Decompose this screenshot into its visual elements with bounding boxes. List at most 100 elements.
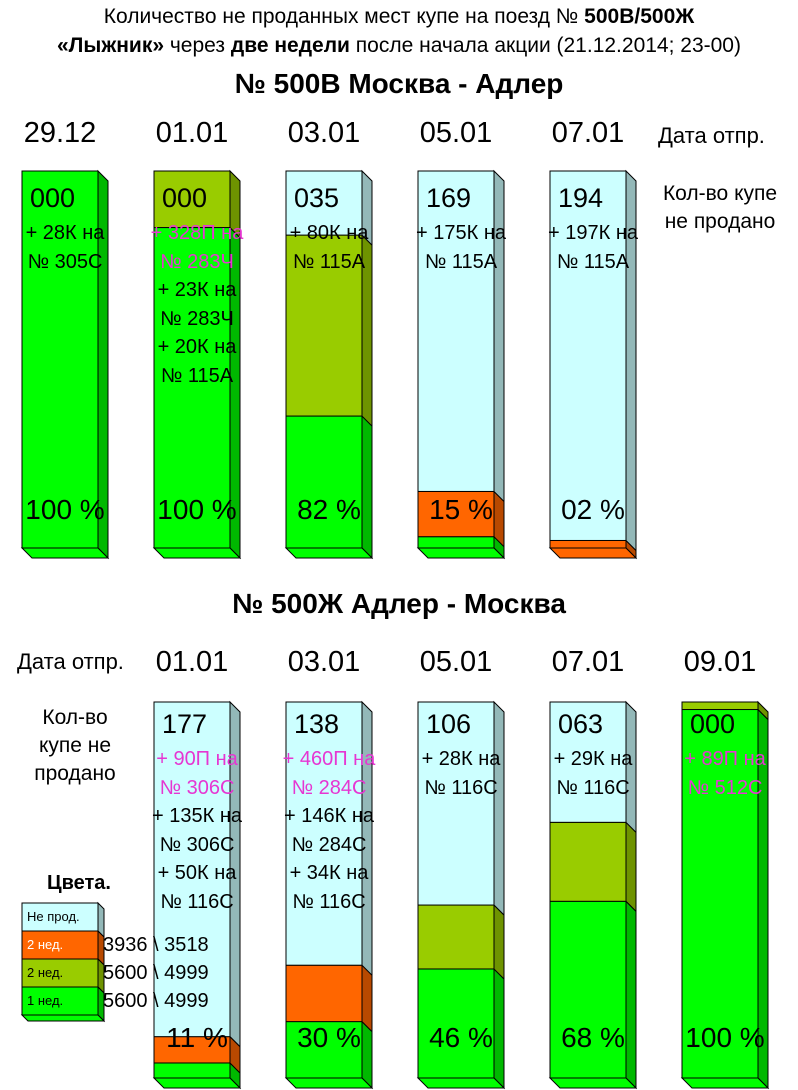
percent-label: 15 % (429, 494, 493, 525)
bar-segment-two-weeks (549, 539, 627, 549)
bar-segment-two-weeks-side (625, 821, 637, 913)
bar-note: + 135К на (152, 805, 242, 827)
date-label: 29.12 (23, 117, 97, 149)
percent-label: 100 % (157, 494, 237, 525)
bar-segment-two-weeks (153, 170, 231, 229)
bar-note: + 197К на (548, 222, 638, 244)
percent-label: 100 % (25, 494, 105, 525)
bar-segment-not-sold (285, 701, 363, 966)
period-text: две недели (230, 34, 350, 57)
bar-bottom-face (152, 547, 242, 559)
bar-bottom-face (416, 1077, 506, 1089)
bar-segment-two-weeks (417, 490, 495, 538)
bar-note: + 175К на (416, 222, 506, 244)
chart-title-line1: Количество не проданных мест купе на пое… (0, 3, 798, 31)
bar-segment-one-week (417, 968, 495, 1079)
unsold-count: 138 (294, 709, 340, 739)
bar-segment-one-week (417, 536, 495, 549)
percent-label: 68 % (561, 1022, 625, 1053)
percent-label: 30 % (297, 1022, 361, 1053)
date-label: 05.01 (419, 117, 493, 149)
bar-note: № 283Ч (160, 250, 234, 273)
bar-note: № 306С (159, 776, 235, 799)
bar-note: № 116С (556, 776, 630, 799)
bar-note: + 89П на (684, 748, 766, 770)
bar-segment-not-sold (285, 170, 363, 236)
bar-segment-one-week (153, 1062, 231, 1079)
bar-segment-one-week (285, 415, 363, 549)
bar-note: + 34К на (289, 862, 369, 884)
bar-note: № 284С (291, 833, 367, 856)
date-label: 03.01 (287, 646, 361, 678)
bar-segment-not-sold-side (493, 700, 505, 917)
unsold-count: 000 (162, 183, 208, 213)
legend-title: Цвета. (47, 872, 111, 894)
unsold-count: 106 (426, 709, 472, 739)
bar-note: + 50К на (157, 862, 237, 884)
percent-label: 46 % (429, 1022, 493, 1053)
bar-segment-two-weeks (549, 821, 627, 902)
bar-note: № 115А (556, 250, 630, 273)
train-number: 500В/500Ж (584, 5, 695, 28)
train-name: «Лыжник» (57, 34, 165, 57)
unsold-count: 000 (690, 709, 736, 739)
percent-label: 02 % (561, 494, 625, 525)
bar-note: + 328П на (150, 222, 244, 244)
date-axis-label-bottom: Дата отпр. (17, 649, 124, 674)
bar-note: № 283Ч (160, 307, 234, 330)
bar-segment-one-week-side (625, 900, 637, 1090)
bar-bottom-face (548, 547, 638, 559)
bar-segment-not-sold (417, 701, 495, 906)
bar-segment-two-weeks (153, 1036, 231, 1064)
legend-value: 3936 \ 3518 (103, 934, 209, 956)
date-label: 07.01 (551, 646, 625, 678)
bar-bottom-face (416, 547, 506, 559)
unsold-count: 000 (30, 183, 76, 213)
unsold-count: 194 (558, 183, 604, 213)
date-label: 01.01 (155, 117, 229, 149)
bar-bottom-face (284, 547, 374, 559)
bar-note: + 90П на (156, 748, 238, 770)
bar-note: № 305С (27, 250, 103, 273)
unsold-count: 177 (162, 709, 208, 739)
percent-label: 100 % (685, 1022, 765, 1053)
bar-segment-one-week (681, 709, 759, 1079)
bar-bottom-face (152, 1077, 242, 1089)
unsold-label-top: Кол-во купе не продано (662, 182, 778, 233)
percent-label: 11 % (166, 1022, 228, 1053)
bar-note: № 306С (159, 833, 235, 856)
bar-bottom-face (284, 1077, 374, 1089)
bar-bottom-face (680, 1077, 770, 1089)
bar-note: № 115А (292, 250, 366, 273)
bar-segment-not-sold (549, 701, 627, 823)
bar-segment-one-week (285, 1021, 363, 1079)
date-axis-label-top: Дата отпр. (658, 123, 765, 148)
date-label: 01.01 (155, 646, 229, 678)
date-label: 05.01 (419, 646, 493, 678)
legend-bottom-face (20, 1014, 106, 1022)
percent-label: 82 % (297, 494, 361, 525)
unsold-count: 169 (426, 183, 472, 213)
chart-title-line2: «Лыжник» через две недели после начала а… (0, 32, 798, 60)
date-label: 09.01 (683, 646, 757, 678)
legend-value: 5600 \ 4999 (103, 990, 209, 1012)
bar-note: + 20К на (157, 336, 237, 358)
title-text: после начала акции (21.12.2014; 23-00) (349, 34, 741, 57)
unsold-count: 063 (558, 709, 604, 739)
legend-label: 1 нед. (27, 993, 64, 1008)
unsold-count: 035 (294, 183, 340, 213)
bar-bottom-face (20, 547, 110, 559)
bar-note: № 115А (424, 250, 498, 273)
bar-segment-two-weeks (285, 964, 363, 1023)
bar-segment-not-sold (153, 701, 231, 1038)
route-title-bottom: № 500Ж Адлер - Москва (232, 588, 566, 619)
bar-note: № 115А (160, 364, 234, 387)
bar-note: + 80К на (289, 222, 369, 244)
bar-bottom-face (548, 1077, 638, 1089)
bar-note: № 512С (687, 776, 763, 799)
bar-segment-one-week (21, 170, 99, 549)
bar-note: + 146К на (284, 805, 374, 827)
legend-label: 2 нед. (27, 965, 64, 980)
bar-note: + 28К на (421, 748, 501, 770)
